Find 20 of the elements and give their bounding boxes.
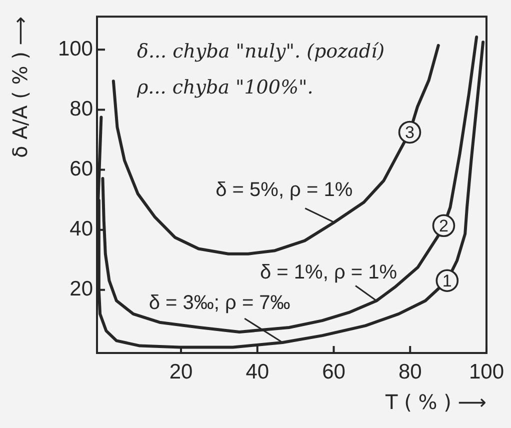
series-label: 2 — [438, 216, 448, 236]
y-tick-label: 100 — [58, 37, 93, 60]
annotation: δ... chyba "nuly". (pozadí) — [137, 40, 385, 63]
annotation: δ = 5%, ρ = 1% — [216, 178, 353, 201]
annotation: δ = 3‰; ρ = 7‰ — [148, 292, 290, 314]
y-tick-label: 40 — [70, 218, 93, 241]
x-tick-label: 100 — [468, 360, 504, 384]
x-tick-label: 60 — [322, 360, 346, 384]
annotation: δ = 1%, ρ = 1% — [260, 261, 398, 284]
y-tick-label: 60 — [70, 158, 93, 181]
x-axis-title: T ( % ) ⟶ — [384, 390, 486, 414]
y-tick-label: 80 — [70, 98, 93, 121]
series-label: 3 — [404, 122, 414, 142]
series-label: 1 — [442, 271, 452, 290]
x-tick-label: 80 — [398, 360, 422, 384]
x-tick-label: 20 — [169, 360, 193, 384]
y-axis-title: δ A/A ( % ) ⟶ — [8, 16, 32, 158]
x-tick-label: 40 — [246, 360, 270, 384]
annotation: ρ... chyba "100%". — [136, 76, 314, 99]
y-tick-label: 20 — [70, 278, 93, 301]
